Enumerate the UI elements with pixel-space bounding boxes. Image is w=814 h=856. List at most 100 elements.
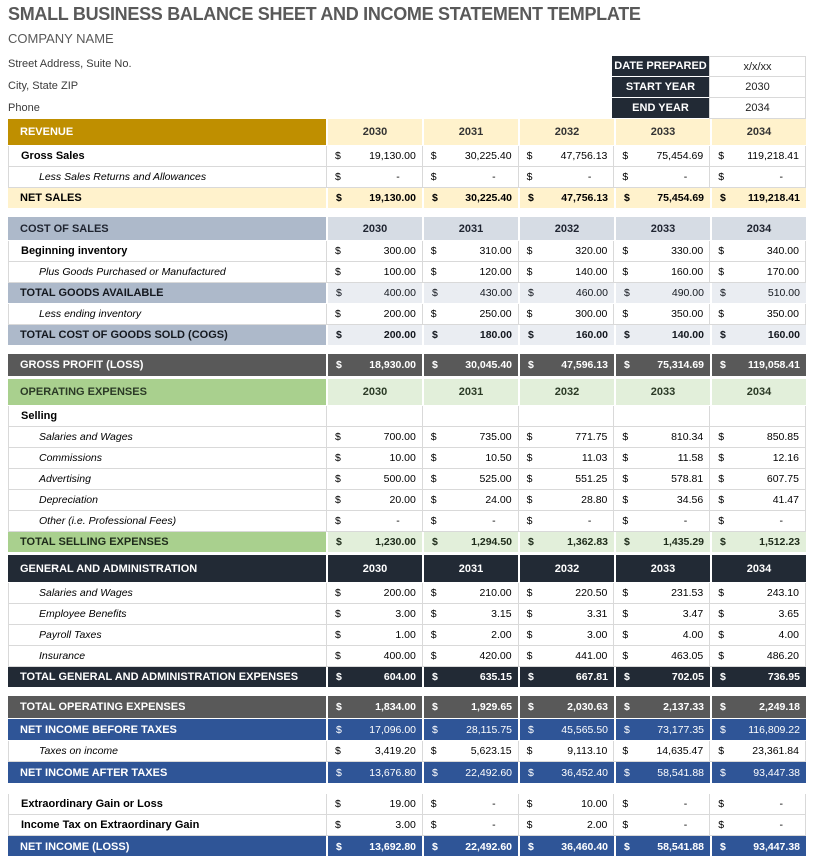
amount-cell[interactable]: $2.00	[421, 625, 518, 646]
amount-cell[interactable]: $243.10	[709, 583, 806, 604]
amount-cell[interactable]: $400.00	[326, 646, 422, 667]
amount-cell[interactable]: $73,177.35	[614, 719, 710, 741]
amount-cell[interactable]: $120.00	[421, 262, 518, 283]
amount-cell[interactable]: $30,225.40	[421, 146, 518, 167]
amount-cell[interactable]: $2,249.18	[710, 696, 806, 719]
amount-cell[interactable]: $510.00	[710, 283, 806, 304]
amount-cell[interactable]: $3.00	[517, 625, 614, 646]
amount-cell[interactable]: $24.00	[421, 490, 518, 511]
end-year-value[interactable]: 2034	[709, 98, 806, 119]
amount-cell[interactable]: $20.00	[326, 490, 422, 511]
amount-cell[interactable]: $93,447.38	[710, 836, 806, 856]
amount-cell[interactable]: $10.50	[421, 448, 518, 469]
amount-cell[interactable]: $551.25	[517, 469, 614, 490]
start-year-value[interactable]: 2030	[709, 77, 806, 98]
amount-cell[interactable]: $17,096.00	[326, 719, 422, 741]
empty-cell[interactable]	[326, 406, 422, 427]
amount-cell[interactable]: $160.00	[613, 262, 710, 283]
amount-cell[interactable]: $500.00	[326, 469, 422, 490]
amount-cell[interactable]: $4.00	[613, 625, 710, 646]
amount-cell[interactable]: $441.00	[517, 646, 614, 667]
amount-cell[interactable]: $ -	[709, 167, 806, 188]
amount-cell[interactable]: $12.16	[709, 448, 806, 469]
amount-cell[interactable]: $119,058.41	[710, 354, 806, 377]
amount-cell[interactable]: $119,218.41	[709, 146, 806, 167]
amount-cell[interactable]: $735.00	[421, 427, 518, 448]
amount-cell[interactable]: $525.00	[421, 469, 518, 490]
amount-cell[interactable]: $1,435.29	[614, 532, 710, 553]
amount-cell[interactable]: $30,225.40	[422, 188, 518, 209]
amount-cell[interactable]: $47,596.13	[518, 354, 614, 377]
amount-cell[interactable]: $300.00	[517, 304, 614, 325]
amount-cell[interactable]: $200.00	[326, 304, 422, 325]
amount-cell[interactable]: $47,756.13	[517, 146, 614, 167]
amount-cell[interactable]: $3.15	[421, 604, 518, 625]
amount-cell[interactable]: $19,130.00	[326, 188, 422, 209]
amount-cell[interactable]: $160.00	[710, 325, 806, 346]
amount-cell[interactable]: $200.00	[326, 583, 422, 604]
amount-cell[interactable]: $ -	[517, 167, 614, 188]
amount-cell[interactable]: $2,137.33	[614, 696, 710, 719]
amount-cell[interactable]: $300.00	[326, 241, 422, 262]
amount-cell[interactable]: $22,492.60	[422, 836, 518, 856]
amount-cell[interactable]: $350.00	[613, 304, 710, 325]
amount-cell[interactable]: $19,130.00	[326, 146, 422, 167]
date-prepared-value[interactable]: x/x/xx	[709, 56, 806, 77]
amount-cell[interactable]: $160.00	[518, 325, 614, 346]
amount-cell[interactable]: $ -	[613, 511, 710, 532]
amount-cell[interactable]: $23,361.84	[709, 741, 806, 762]
amount-cell[interactable]: $ -	[326, 511, 422, 532]
amount-cell[interactable]: $1,929.65	[422, 696, 518, 719]
amount-cell[interactable]: $850.85	[709, 427, 806, 448]
amount-cell[interactable]: $75,454.69	[613, 146, 710, 167]
amount-cell[interactable]: $1,512.23	[710, 532, 806, 553]
amount-cell[interactable]: $3,419.20	[326, 741, 422, 762]
amount-cell[interactable]: $13,692.80	[326, 836, 422, 856]
amount-cell[interactable]: $10.00	[517, 794, 614, 815]
amount-cell[interactable]: $36,460.40	[518, 836, 614, 856]
amount-cell[interactable]: $463.05	[613, 646, 710, 667]
amount-cell[interactable]: $58,541.88	[614, 762, 710, 784]
amount-cell[interactable]: $320.00	[517, 241, 614, 262]
amount-cell[interactable]: $58,541.88	[614, 836, 710, 856]
amount-cell[interactable]: $180.00	[422, 325, 518, 346]
amount-cell[interactable]: $5,623.15	[421, 741, 518, 762]
amount-cell[interactable]: $635.15	[422, 667, 518, 688]
amount-cell[interactable]: $460.00	[518, 283, 614, 304]
amount-cell[interactable]: $9,113.10	[517, 741, 614, 762]
amount-cell[interactable]: $11.03	[517, 448, 614, 469]
amount-cell[interactable]: $41.47	[709, 490, 806, 511]
amount-cell[interactable]: $ -	[421, 815, 518, 836]
amount-cell[interactable]: $350.00	[709, 304, 806, 325]
amount-cell[interactable]: $3.00	[326, 815, 422, 836]
city-state-zip-field[interactable]: City, State ZIP	[8, 80, 79, 92]
amount-cell[interactable]: $119,218.41	[710, 188, 806, 209]
amount-cell[interactable]: $2,030.63	[518, 696, 614, 719]
amount-cell[interactable]: $810.34	[613, 427, 710, 448]
amount-cell[interactable]: $14,635.47	[613, 741, 710, 762]
amount-cell[interactable]: $486.20	[709, 646, 806, 667]
amount-cell[interactable]: $140.00	[614, 325, 710, 346]
amount-cell[interactable]: $1,834.00	[326, 696, 422, 719]
amount-cell[interactable]: $310.00	[421, 241, 518, 262]
amount-cell[interactable]: $116,809.22	[710, 719, 806, 741]
amount-cell[interactable]: $28,115.75	[422, 719, 518, 741]
amount-cell[interactable]: $578.81	[613, 469, 710, 490]
amount-cell[interactable]: $170.00	[709, 262, 806, 283]
amount-cell[interactable]: $4.00	[709, 625, 806, 646]
amount-cell[interactable]: $2.00	[517, 815, 614, 836]
amount-cell[interactable]: $330.00	[613, 241, 710, 262]
amount-cell[interactable]: $ -	[613, 815, 710, 836]
amount-cell[interactable]: $200.00	[326, 325, 422, 346]
amount-cell[interactable]: $75,454.69	[614, 188, 710, 209]
amount-cell[interactable]: $3.31	[517, 604, 614, 625]
phone-field[interactable]: Phone	[8, 102, 40, 114]
amount-cell[interactable]: $75,314.69	[614, 354, 710, 377]
amount-cell[interactable]: $771.75	[517, 427, 614, 448]
amount-cell[interactable]: $13,676.80	[326, 762, 422, 784]
empty-cell[interactable]	[709, 406, 806, 427]
amount-cell[interactable]: $140.00	[517, 262, 614, 283]
amount-cell[interactable]: $28.80	[517, 490, 614, 511]
amount-cell[interactable]: $ -	[613, 794, 710, 815]
amount-cell[interactable]: $1,294.50	[422, 532, 518, 553]
